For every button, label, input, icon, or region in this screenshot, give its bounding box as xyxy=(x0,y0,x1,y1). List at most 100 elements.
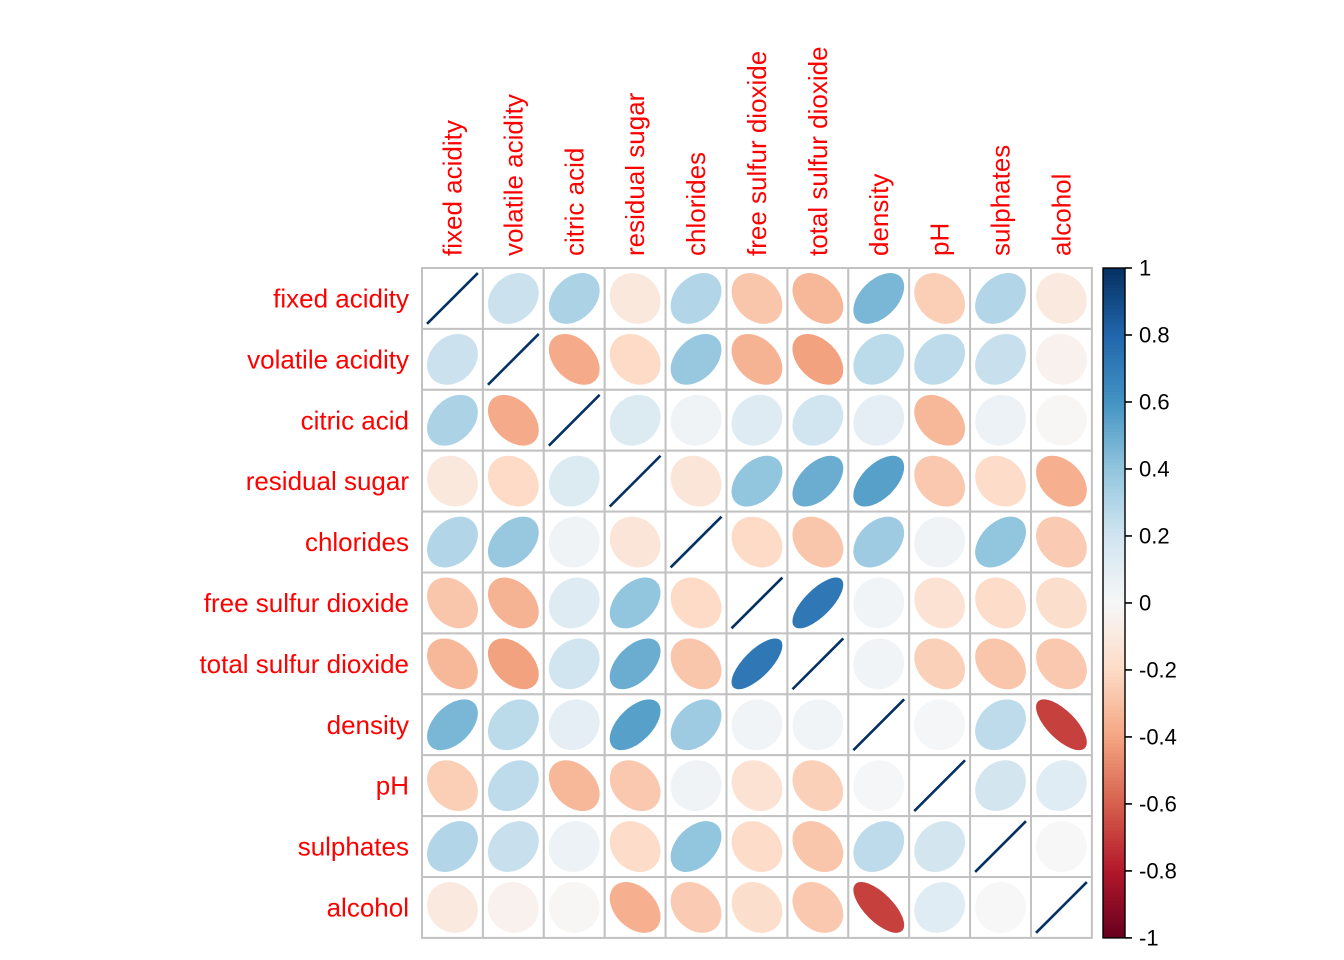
colorbar-gradient-slice xyxy=(1103,793,1125,798)
colorbar-gradient-slice xyxy=(1103,355,1125,360)
corr-ellipse xyxy=(487,882,539,933)
row-label: alcohol xyxy=(327,892,409,922)
corr-ellipse xyxy=(975,699,1026,751)
colorbar-gradient-slice xyxy=(1103,803,1125,808)
colorbar-gradient-slice xyxy=(1103,412,1125,416)
colorbar-gradient-slice xyxy=(1103,669,1125,674)
corr-ellipse xyxy=(792,516,844,568)
colorbar-gradient-slice xyxy=(1103,314,1125,319)
colorbar-gradient-slice xyxy=(1103,646,1125,651)
colorbar-gradient-slice xyxy=(1103,770,1125,775)
colorbar-gradient-slice xyxy=(1103,911,1125,916)
corr-ellipse xyxy=(609,516,661,568)
row-label: volatile acidity xyxy=(247,344,409,374)
column-label: free sulfur dioxide xyxy=(742,51,772,256)
colorbar-gradient-slice xyxy=(1103,713,1125,718)
colorbar-gradient-slice xyxy=(1103,653,1125,658)
colorbar-gradient-slice xyxy=(1103,867,1125,872)
colorbar-tick-label: 0.6 xyxy=(1139,389,1170,414)
colorbar-gradient-slice xyxy=(1103,780,1125,785)
corr-ellipse xyxy=(427,577,478,629)
colorbar-gradient-slice xyxy=(1103,572,1125,577)
corr-ellipse xyxy=(609,821,661,872)
colorbar-gradient-slice xyxy=(1103,921,1125,926)
colorbar-gradient-slice xyxy=(1103,341,1125,346)
colorbar-gradient-slice xyxy=(1103,301,1125,306)
colorbar-gradient-slice xyxy=(1103,489,1125,494)
colorbar-gradient-slice xyxy=(1103,331,1125,336)
row-label: fixed acidity xyxy=(273,283,409,313)
corr-ellipse xyxy=(1036,394,1087,446)
corr-ellipse xyxy=(609,638,661,690)
colorbar-gradient-slice xyxy=(1103,425,1125,430)
colorbar-gradient-slice xyxy=(1103,710,1125,715)
colorbar-gradient-slice xyxy=(1103,482,1125,487)
diagonal-unit-correlation-line xyxy=(608,454,662,508)
colorbar-gradient-slice xyxy=(1103,753,1125,758)
row-labels: fixed acidity volatile acidity citric acid… xyxy=(199,283,409,922)
corr-ellipse xyxy=(427,821,478,872)
corr-ellipse xyxy=(609,699,661,751)
corr-ellipse xyxy=(427,333,478,385)
corr-ellipse xyxy=(670,699,722,751)
corr-ellipse xyxy=(1036,699,1087,751)
colorbar-gradient-slice xyxy=(1103,268,1125,272)
corr-ellipse xyxy=(792,394,844,446)
colorbar-gradient-slice xyxy=(1103,800,1125,805)
corr-ellipse xyxy=(731,273,783,324)
corr-ellipse xyxy=(487,577,539,629)
colorbar-gradient-slice xyxy=(1103,827,1125,832)
corr-ellipse xyxy=(427,455,478,507)
corr-ellipse xyxy=(609,273,661,324)
corr-ellipse xyxy=(548,333,600,385)
colorbar-gradient-slice xyxy=(1103,381,1125,386)
row-label: residual sugar xyxy=(246,466,410,496)
colorbar-gradient-slice xyxy=(1103,736,1125,741)
colorbar-gradient-slice xyxy=(1103,659,1125,664)
colorbar-gradient-slice xyxy=(1103,291,1125,296)
colorbar-gradient-slice xyxy=(1103,693,1125,698)
colorbar-tick-label: 0.4 xyxy=(1139,456,1170,481)
colorbar-gradient-slice xyxy=(1103,824,1125,828)
corr-ellipse xyxy=(609,760,661,812)
colorbar-gradient-slice xyxy=(1103,535,1125,540)
colorbar-gradient-slice xyxy=(1103,539,1125,544)
colorbar-gradient-slice xyxy=(1103,904,1125,909)
colorbar-gradient-slice xyxy=(1103,612,1125,617)
corr-ellipse xyxy=(609,333,661,385)
colorbar-gradient-slice xyxy=(1103,432,1125,437)
corr-ellipse xyxy=(487,699,539,751)
corr-ellipse xyxy=(670,882,722,933)
corr-ellipse xyxy=(975,333,1026,385)
colorbar-gradient-slice xyxy=(1103,334,1125,339)
corr-ellipse xyxy=(731,699,783,751)
colorbar-gradient-slice xyxy=(1103,663,1125,668)
corr-ellipse xyxy=(609,394,661,446)
corr-ellipse xyxy=(975,394,1026,446)
row-label: sulphates xyxy=(298,832,409,862)
corr-ellipse xyxy=(853,760,905,812)
colorbar-gradient-slice xyxy=(1103,706,1125,711)
colorbar-gradient-slice xyxy=(1103,582,1125,587)
colorbar-gradient-slice xyxy=(1103,790,1125,795)
corr-ellipse xyxy=(548,638,600,690)
diagonal-unit-correlation-line xyxy=(791,637,845,691)
colorbar-gradient-slice xyxy=(1103,562,1125,567)
column-label: volatile acidity xyxy=(498,94,528,256)
colorbar-gradient-slice xyxy=(1103,479,1125,483)
colorbar-tick-label: -0.8 xyxy=(1139,858,1177,883)
colorbar-gradient-slice xyxy=(1103,345,1125,349)
colorbar-tick-label: -1 xyxy=(1139,925,1159,950)
corr-ellipse xyxy=(670,638,722,690)
corr-ellipse xyxy=(548,882,600,933)
corr-ellipse xyxy=(853,455,905,507)
diagonal-unit-correlation-line xyxy=(913,759,966,812)
colorbar-gradient-slice xyxy=(1103,844,1125,849)
corr-ellipse xyxy=(427,394,478,446)
colorbar-gradient-slice xyxy=(1103,810,1125,815)
corr-ellipse xyxy=(487,516,539,568)
colorbar-gradient-slice xyxy=(1103,398,1125,403)
corr-ellipse xyxy=(731,821,783,872)
